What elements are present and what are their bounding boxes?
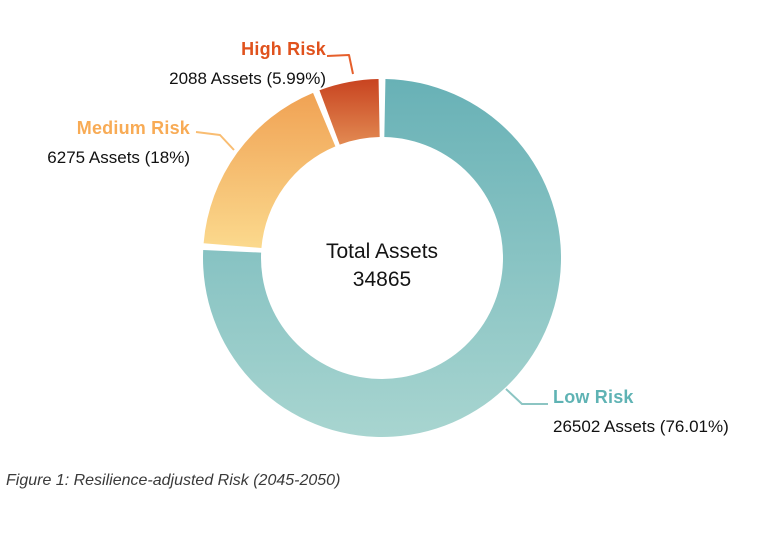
low-risk-detail: 26502 Assets (76.01%) [553,417,729,436]
total-assets-title: Total Assets [325,240,439,263]
donut-segment-high[interactable] [319,79,380,145]
donut-segment-low[interactable] [203,79,562,437]
low-risk-label: Low Risk [553,387,634,407]
callout-low-risk: Low Risk 26502 Assets (76.01%) [553,387,729,437]
leader-line-high [326,54,354,75]
high-risk-label: High Risk [241,39,326,59]
leader-line-medium [195,131,235,151]
medium-risk-detail: 6275 Assets (18%) [47,148,190,167]
callout-medium-risk: Medium Risk 6275 Assets (18%) [47,118,190,168]
callout-high-risk: High Risk 2088 Assets (5.99%) [169,39,326,89]
donut-segment-medium[interactable] [203,92,336,248]
high-risk-detail: 2088 Assets (5.99%) [169,69,326,88]
total-assets-value: 34865 [352,268,412,291]
donut-center-label: Total Assets 34865 [232,239,532,293]
medium-risk-label: Medium Risk [76,118,190,138]
leader-line-low [505,388,548,405]
figure-caption: Figure 1: Resilience-adjusted Risk (2045… [6,472,341,489]
